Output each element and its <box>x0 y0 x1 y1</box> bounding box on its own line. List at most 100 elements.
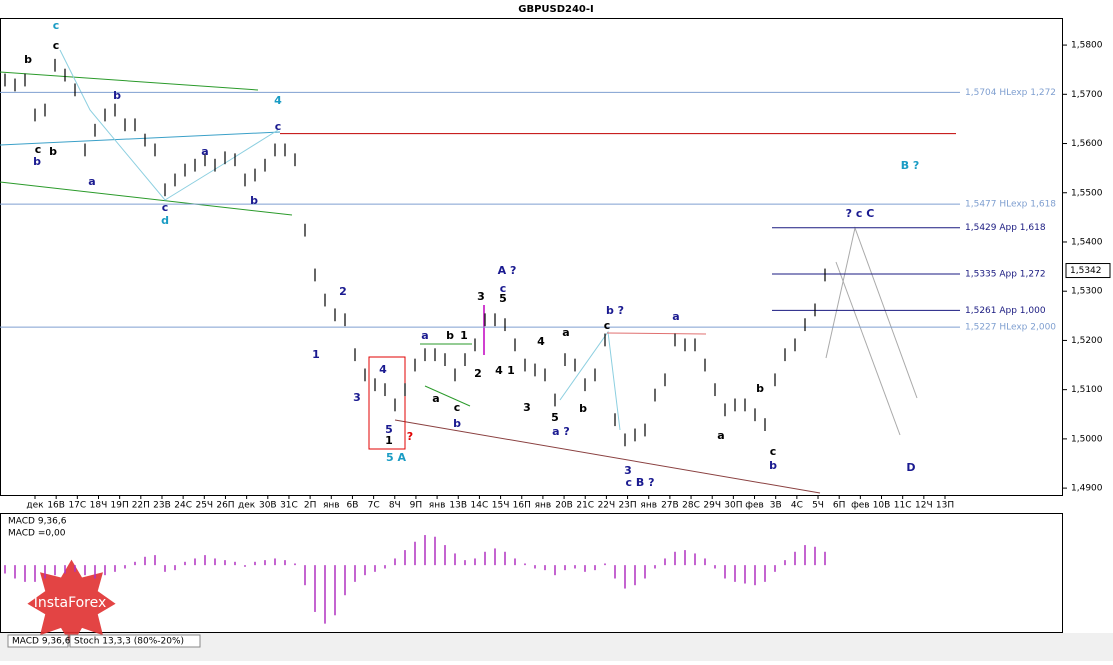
wave-line <box>559 330 621 431</box>
wave-label: a <box>562 326 569 339</box>
x-tick-label: 6П <box>833 501 846 511</box>
wave-label: 2 <box>474 367 482 380</box>
x-tick-label: 22Ч <box>598 501 616 511</box>
wave-label: c <box>275 120 282 133</box>
level-label: 1,5477 HLexp 1,618 <box>965 200 1056 210</box>
wave-label: 3 <box>353 391 361 404</box>
x-tick-label: 22П <box>132 501 150 511</box>
current-price-box <box>1065 263 1111 279</box>
y-tick-label: 1,5500 <box>1071 188 1103 198</box>
x-tick-label: 21С <box>576 501 594 511</box>
x-tick-label: фев <box>851 501 870 511</box>
x-tick-label: 3В <box>770 501 782 511</box>
x-tick-label: 6В <box>346 501 358 511</box>
level-label: 1,5429 App 1,618 <box>965 223 1046 233</box>
wave-label: 5 <box>385 423 393 436</box>
wave-label: 4 <box>537 335 545 348</box>
wave-label: D <box>906 461 915 474</box>
wave-label: 3 <box>477 290 485 303</box>
macd-label: MACD 9,36,6 <box>8 517 67 527</box>
wave-label: 1 <box>460 329 468 342</box>
wave-label: 4 <box>379 363 387 376</box>
indicator-tab-label: Stoch 13,3,3 (80%-20%) <box>74 637 184 647</box>
y-tick-label: 1,5700 <box>1071 90 1103 100</box>
wave-label: a <box>432 392 439 405</box>
x-tick-label: 10В <box>873 501 891 511</box>
wave-label: c <box>500 282 507 295</box>
x-tick-label: 14С <box>471 501 489 511</box>
x-tick-label: 30П <box>724 501 742 511</box>
x-tick-label: 20В <box>555 501 573 511</box>
wave-label: c <box>162 201 169 214</box>
wave-label: a <box>201 145 208 158</box>
wave-label: b <box>113 89 121 102</box>
wave-label: c <box>770 445 777 458</box>
wave-label: b <box>250 194 258 207</box>
logo-text: InstaForex <box>34 595 107 611</box>
wave-label: ? c C <box>846 207 875 220</box>
wave-label: c <box>35 143 42 156</box>
trend-line <box>394 419 821 494</box>
x-tick-label: 5Ч <box>812 501 824 511</box>
price-frame <box>0 18 1063 496</box>
wave-label: d <box>161 214 169 227</box>
level-label: 1,5335 App 1,272 <box>965 269 1046 279</box>
x-tick-label: 25Ч <box>195 501 213 511</box>
wave-label: 5 A <box>386 451 406 464</box>
wave-label: 1 <box>312 348 320 361</box>
x-tick-label: 2П <box>304 501 317 511</box>
y-tick-label: 1,5200 <box>1071 336 1103 346</box>
x-tick-label: дек <box>238 501 256 511</box>
wave-label: 3 <box>624 464 632 477</box>
x-tick-label: 13П <box>936 501 954 511</box>
trend-line <box>0 71 259 91</box>
y-tick-label: 1,5100 <box>1071 385 1103 395</box>
x-tick-label: 16В <box>47 501 65 511</box>
wave-label: c <box>53 19 60 32</box>
x-tick-label: 4С <box>791 501 803 511</box>
wave-label: a ? <box>552 425 570 438</box>
wave-line <box>59 49 279 201</box>
wave-label: b <box>453 417 461 430</box>
y-tick-label: 1,4900 <box>1071 484 1103 494</box>
y-tick-label: 1,5400 <box>1071 237 1103 247</box>
level-label: 1,5704 HLexp 1,272 <box>965 88 1056 98</box>
wave-label: ? <box>407 430 413 443</box>
x-tick-label: 29Ч <box>703 501 721 511</box>
wave-label: 1 <box>507 364 515 377</box>
trend-line <box>0 131 281 146</box>
level-label: 1,5261 App 1,000 <box>965 306 1046 316</box>
x-tick-label: 30В <box>259 501 277 511</box>
wave-label: 3 <box>523 401 531 414</box>
x-tick-label: 16П <box>513 501 531 511</box>
wave-label: b <box>769 459 777 472</box>
x-tick-label: 24С <box>174 501 192 511</box>
wave-label: 2 <box>339 285 347 298</box>
x-tick-label: янв <box>429 501 446 511</box>
logo: InstaForex <box>27 559 116 646</box>
wave-label: a <box>717 429 724 442</box>
level-label: 1,5227 HLexp 2,000 <box>965 323 1056 333</box>
x-tick-label: 26П <box>216 501 234 511</box>
wave-label: b <box>24 53 32 66</box>
x-tick-label: янв <box>323 501 340 511</box>
x-tick-label: 9П <box>410 501 423 511</box>
indicator-tab-label: MACD 9,36,6 <box>12 637 71 647</box>
x-tick-label: 23П <box>618 501 636 511</box>
x-tick-label: 8Ч <box>389 501 401 511</box>
wave-label: c B ? <box>626 476 655 489</box>
y-tick-label: 1,5000 <box>1071 434 1103 444</box>
y-tick-label: 1,5800 <box>1071 41 1103 51</box>
wave-label: A ? <box>498 264 517 277</box>
wave-label: 5 <box>499 292 507 305</box>
x-tick-label: 23В <box>153 501 171 511</box>
wave-label: a <box>88 175 95 188</box>
x-tick-label: 11С <box>894 501 912 511</box>
indicator-tab <box>69 634 201 648</box>
wave-label: b <box>756 382 764 395</box>
x-tick-label: 12Ч <box>915 501 933 511</box>
chart-title: GBPUSD240-I <box>518 4 594 15</box>
highlight-box <box>368 356 406 450</box>
macd-frame <box>0 513 1063 633</box>
